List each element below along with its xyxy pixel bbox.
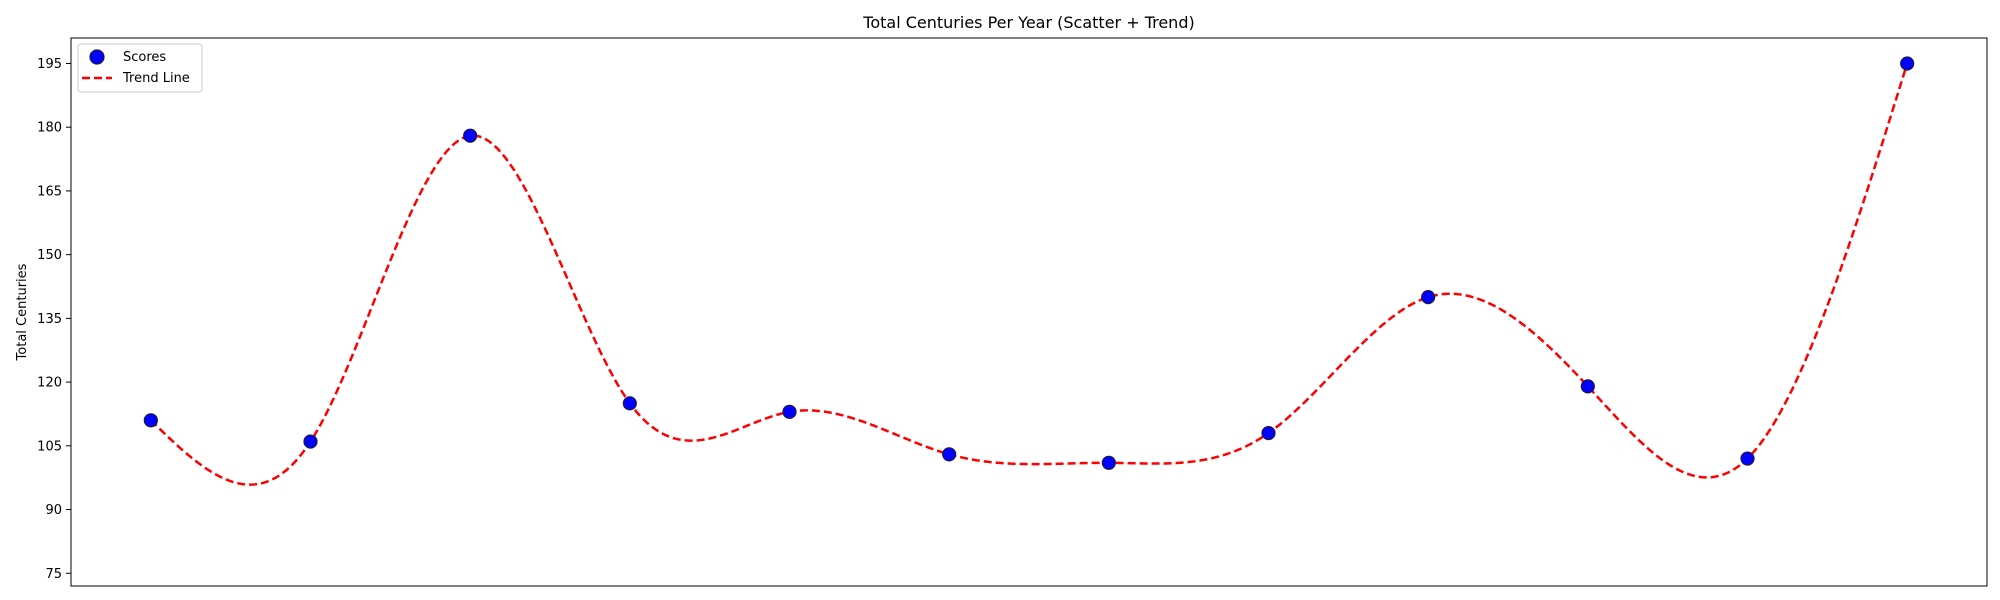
legend-scores-label: Scores xyxy=(123,50,166,65)
y-tick-label: 165 xyxy=(37,184,62,199)
y-tick-label: 105 xyxy=(37,439,62,454)
legend: Scores Trend Line xyxy=(77,43,203,93)
scatter-point xyxy=(782,404,797,419)
y-tick-label: 150 xyxy=(37,248,62,263)
y-axis-label: Total Centuries xyxy=(15,263,30,361)
plot-frame xyxy=(70,37,1988,587)
chart-title: Total Centuries Per Year (Scatter + Tren… xyxy=(862,13,1194,32)
trend-line xyxy=(149,63,1909,486)
y-tick-label: 90 xyxy=(45,503,62,518)
y-tick-label: 180 xyxy=(37,121,62,136)
y-tick-label: 75 xyxy=(45,567,62,582)
legend-scores-marker xyxy=(89,49,105,65)
scatter-point xyxy=(1261,425,1276,441)
trend-line-path xyxy=(149,63,1909,486)
scatter-points xyxy=(143,56,1915,470)
scatter-point xyxy=(463,128,478,143)
scatter-point xyxy=(1740,451,1755,466)
legend-trend-label: Trend Line xyxy=(122,71,190,86)
y-axis-ticks: 75 90 105 120 135 150 165 180 195 xyxy=(37,57,71,582)
scatter-point xyxy=(303,434,318,449)
scatter-point xyxy=(1421,290,1436,305)
scatter-point xyxy=(143,413,158,428)
y-tick-label: 120 xyxy=(37,376,62,391)
legend-box xyxy=(77,43,203,93)
scatter-point xyxy=(1101,455,1116,470)
scatter-point xyxy=(1900,56,1915,71)
y-tick-label: 135 xyxy=(37,312,62,327)
scatter-point xyxy=(942,447,957,462)
scatter-point xyxy=(1580,379,1595,394)
y-tick-label: 195 xyxy=(37,57,62,72)
scatter-point xyxy=(622,396,637,411)
